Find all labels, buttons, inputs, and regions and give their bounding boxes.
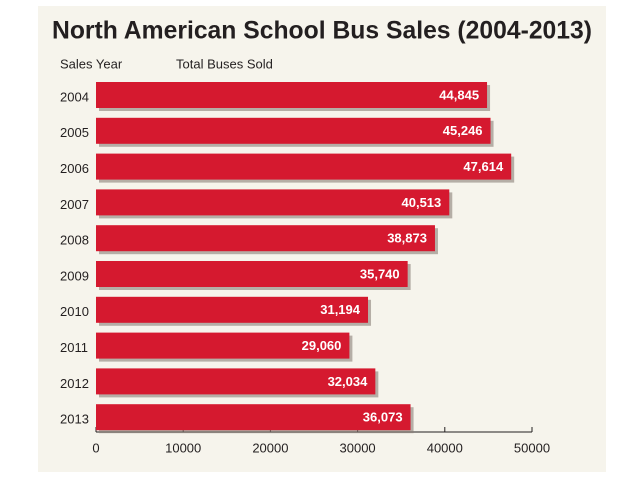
y-axis-label: Sales Year — [60, 56, 123, 71]
value-label: 32,034 — [328, 374, 369, 389]
x-tick-label: 30000 — [340, 440, 376, 455]
bar — [96, 404, 411, 431]
x-axis-label: Total Buses Sold — [176, 56, 273, 71]
value-label: 44,845 — [439, 87, 479, 102]
bar — [96, 296, 369, 323]
bar — [96, 332, 350, 359]
bar — [96, 153, 512, 180]
y-tick-label: 2007 — [60, 197, 89, 212]
bar — [96, 368, 376, 395]
value-label: 38,873 — [387, 231, 427, 246]
value-label: 45,246 — [443, 123, 483, 138]
y-tick-label: 2008 — [60, 233, 89, 248]
value-label: 40,513 — [402, 195, 442, 210]
value-label: 36,073 — [363, 410, 403, 425]
y-tick-label: 2006 — [60, 161, 89, 176]
y-tick-label: 2012 — [60, 376, 89, 391]
value-label: 35,740 — [360, 266, 400, 281]
y-tick-label: 2004 — [60, 89, 89, 104]
x-tick-label: 10000 — [165, 440, 201, 455]
bar — [96, 189, 450, 216]
value-label: 29,060 — [302, 338, 342, 353]
bar — [96, 117, 491, 144]
x-tick-label: 40000 — [427, 440, 463, 455]
bar — [96, 261, 408, 287]
value-label: 31,194 — [320, 302, 361, 317]
bar — [96, 82, 488, 108]
y-tick-label: 2010 — [60, 304, 89, 319]
chart-title: North American School Bus Sales (2004-20… — [52, 17, 592, 45]
y-tick-label: 2013 — [60, 412, 89, 427]
x-tick-label: 0 — [92, 440, 99, 455]
y-tick-label: 2009 — [60, 268, 89, 283]
y-tick-label: 2005 — [60, 125, 89, 140]
bar — [96, 225, 435, 252]
y-tick-label: 2011 — [60, 340, 88, 355]
value-label: 47,614 — [463, 159, 504, 174]
x-tick-label: 20000 — [252, 440, 288, 455]
x-tick-label: 50000 — [514, 440, 550, 455]
